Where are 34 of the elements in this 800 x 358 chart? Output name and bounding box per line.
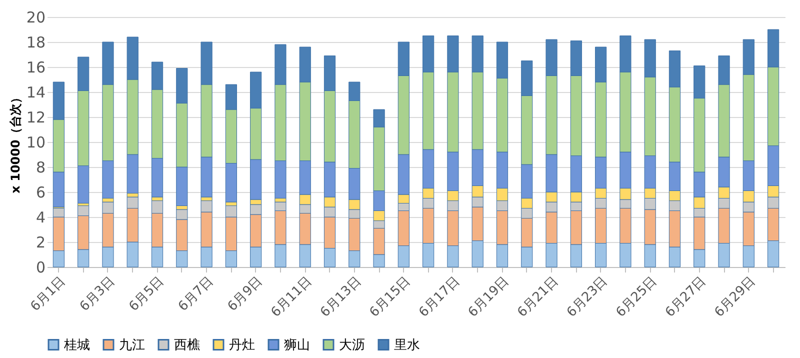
- x-tick-label: 6月27日: [662, 274, 710, 320]
- y-tick-label: 4: [36, 208, 46, 226]
- y-tick-label: 12: [26, 108, 46, 126]
- x-tick-label: 6月7日: [176, 274, 216, 314]
- y-tick-label: 2: [36, 234, 46, 252]
- x-tick-label: 6月19日: [466, 274, 512, 320]
- y-tick-label: 14: [26, 84, 46, 102]
- x-tick-label: 6月15日: [367, 274, 414, 320]
- legend-label: 九江: [119, 338, 145, 353]
- y-axis-title: x 10000（台次）: [8, 92, 22, 194]
- y-tick-label: 8: [36, 158, 46, 176]
- y-tick-label: 20: [26, 8, 46, 26]
- y-tick-label: 10: [26, 134, 46, 152]
- x-tick-label: 6月11日: [268, 274, 316, 320]
- x-tick-label: 6月13日: [318, 274, 364, 320]
- x-tick-label: 6月21日: [514, 274, 562, 320]
- legend-label: 丹灶: [229, 338, 255, 353]
- x-tick-label: 6月9日: [225, 274, 266, 314]
- y-tick-label: 18: [26, 34, 46, 52]
- y-tick-label: 16: [26, 58, 46, 76]
- x-tick-label: 6月1日: [28, 274, 69, 314]
- legend-label: 里水: [394, 338, 420, 353]
- legend-label: 西樵: [174, 338, 200, 353]
- x-tick-label: 6月29日: [712, 274, 759, 320]
- x-tick-label: 6月25日: [613, 274, 660, 320]
- legend-label: 狮山: [284, 338, 310, 353]
- x-tick-label: 6月17日: [416, 274, 463, 320]
- x-tick-label: 6月3日: [77, 274, 118, 314]
- x-tick-label: 6月23日: [564, 274, 611, 320]
- x-tick-label: 6月5日: [126, 274, 168, 314]
- legend-label: 大沥: [339, 338, 365, 353]
- y-tick-label: 0: [36, 258, 46, 276]
- legend-label: 桂城: [63, 338, 90, 353]
- y-tick-label: 6: [36, 184, 46, 202]
